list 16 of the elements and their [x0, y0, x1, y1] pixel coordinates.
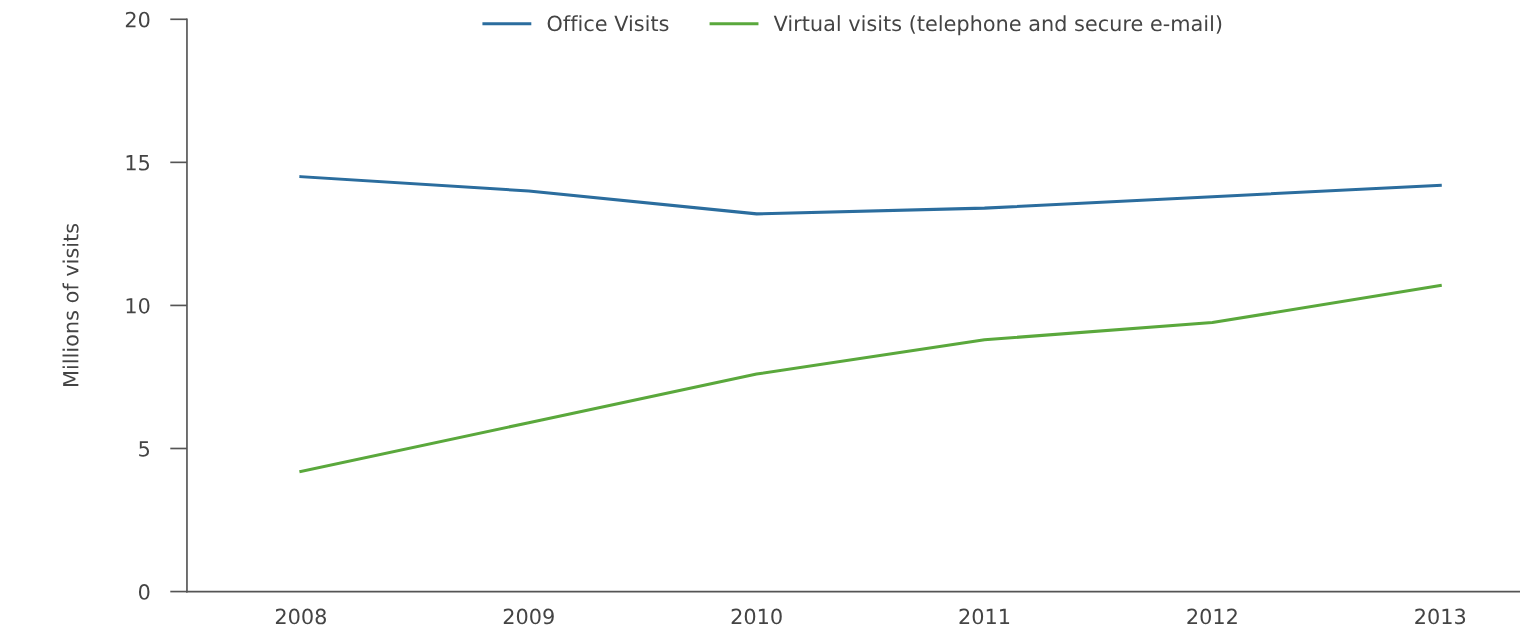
x-tick-label: 2009: [503, 608, 554, 625]
y-tick-label: 20: [125, 11, 150, 28]
line-series: [299, 175, 1442, 216]
x-tick-label: 2008: [275, 608, 326, 625]
y-tick-label: 5: [139, 441, 150, 457]
line-series: [299, 283, 1442, 473]
y-tick-label: 10: [126, 297, 150, 314]
x-tick-label: 2011: [959, 608, 1010, 625]
legend-label: Office Visits: [547, 15, 669, 32]
y-axis-title: Millions of visits: [62, 223, 79, 386]
legend-label: Virtual visits (telephone and secure e-mail): [773, 15, 1222, 36]
x-tick-label: 2013: [1415, 608, 1466, 625]
x-tick-label: 2012: [1187, 608, 1237, 625]
y-tick-label: 15: [126, 155, 150, 171]
x-tick-label: 2010: [731, 608, 782, 625]
y-tick-label: 0: [138, 584, 150, 600]
